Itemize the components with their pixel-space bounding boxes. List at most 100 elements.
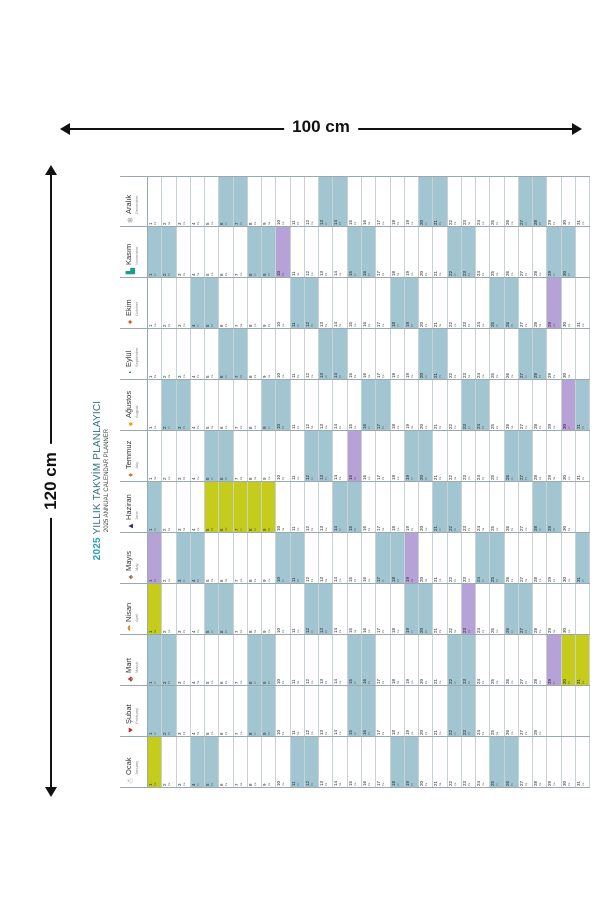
day-cell: 31 Ça	[575, 177, 590, 226]
day-cell: 3 Pa	[176, 635, 191, 685]
day-cell: 31 Ct	[575, 533, 590, 583]
day-cell: 3 Pe	[176, 584, 191, 634]
month-header: ▙ Kasım November	[120, 227, 148, 277]
day-cell: 23 Cu	[461, 533, 477, 583]
weekday-label: Ct	[367, 426, 371, 429]
weekday-label: Ct	[196, 324, 200, 327]
weekday-label: Pz	[168, 272, 172, 276]
day-cell: 23 Ça	[461, 584, 477, 634]
day-cell: 14 Ct	[333, 482, 348, 532]
day-cell: 26 Pa	[504, 533, 519, 583]
weekday-label: Cu	[239, 272, 243, 276]
weekday-label: Pe	[253, 578, 257, 582]
day-cell: 1 Pz	[148, 482, 163, 532]
weekday-label: Ct	[268, 426, 272, 429]
weekday-label: Pz	[168, 731, 172, 735]
day-cell: 6 Pe	[219, 635, 234, 685]
weekday-label: Pz	[325, 476, 329, 480]
weekday-label: Pe	[296, 221, 300, 225]
weekday-label: Pe	[567, 782, 571, 786]
day-cell: 8 Ct	[247, 635, 263, 685]
empty-day-cell	[561, 686, 576, 736]
weekday-label: Sa	[396, 272, 400, 276]
graduation-cap-icon: ▲	[126, 522, 135, 530]
day-cell: 11 Pe	[290, 177, 305, 226]
weekday-label: Pz	[211, 782, 215, 786]
day-cell: 30 Pe	[561, 737, 576, 787]
day-cell: 16 Pe	[361, 737, 377, 787]
day-cell: 17 Ça	[376, 329, 391, 379]
poster-header: 2025 YILLIK TAKVİM PLANLAYICI 2025 ANNUA…	[90, 173, 120, 788]
day-cell: 2 Pe	[162, 737, 177, 787]
weekday-label: Ça	[510, 272, 514, 276]
day-list: 1 Ct 2 Pz 3 Pa 4 Sa 5 Ça 6 Pe 7 Cu 8 Ct 9 Pz 10 Pa 11 Sa 12 Ça 1…	[148, 635, 590, 685]
day-cell: 28 Cu	[533, 635, 548, 685]
day-cell: 9 Pa	[262, 482, 277, 532]
day-cell: 14 Pz	[333, 177, 348, 226]
weekday-label: Pz	[539, 221, 543, 225]
weekday-label: Sa	[296, 680, 300, 684]
weekday-label: Ça	[410, 731, 414, 735]
day-cell: 1 Ct	[148, 686, 163, 736]
day-cell: 20 Pe	[419, 227, 434, 277]
weekday-label: Ct	[211, 477, 215, 480]
month-name: Haziran	[124, 494, 133, 520]
weekday-label: Sa	[553, 476, 557, 480]
day-list: 1 Sa 2 Ça 3 Pe 4 Cu 5 Ct 6 Pz 7 Pa 8 Sa 9 Ça 10 Pe 11 Cu 12 Ct 1…	[148, 584, 590, 634]
weekday-label: Ct	[353, 681, 357, 684]
weekday-label: Pa	[282, 680, 286, 684]
day-cell: 21 Ça	[433, 533, 448, 583]
day-cell: 28 Pa	[533, 584, 548, 634]
weekday-label: Pa	[439, 476, 443, 480]
month-name: Temmuz	[124, 440, 133, 469]
day-cell: 22 Ça	[447, 737, 462, 787]
day-cell: 13 Pe	[319, 227, 334, 277]
month-english-name: September	[134, 347, 139, 367]
weekday-label: Pz	[524, 629, 528, 633]
day-cell: 18 Pa	[390, 380, 405, 430]
day-cell: 18 Ct	[390, 278, 405, 328]
day-cell: 7 Pe	[233, 380, 248, 430]
weekday-label: Pe	[396, 374, 400, 378]
arrow-right-icon	[572, 123, 582, 135]
day-cell: 28 Ça	[533, 533, 548, 583]
day-cell: 24 Pa	[476, 635, 491, 685]
day-cell: 3 Pa	[176, 686, 191, 736]
day-cell: 24 Ça	[476, 177, 491, 226]
weekday-label: Cu	[339, 680, 343, 684]
weekday-label: Sa	[239, 323, 243, 327]
day-cell: 18 Pe	[390, 329, 405, 379]
month-column: ♥ Şubat February 1 Ct 2 Pz 3 Pa 4 Sa 5 Ça 6 Pe 7 Cu 8 Ct 9 P…	[120, 686, 590, 737]
month-column: ♦ Temmuz July 1 Sa 2 Ça 3 Pe 4 Cu 5 Ct 6 Pz 7 Pa 8 Sa 9 Ça 10…	[120, 431, 590, 482]
weekday-label: Sa	[539, 782, 543, 786]
day-cell: 14 Sa	[333, 278, 348, 328]
weekday-label: Cu	[567, 578, 571, 582]
day-cell: 27 Ct	[518, 329, 534, 379]
day-cell: 29 Ça	[547, 737, 562, 787]
day-cell: 26 Cu	[504, 177, 519, 226]
day-cell: 13 Pa	[319, 278, 334, 328]
month-column: ● Ağustos August 1 Cu 2 Ct 3 Pz 4 Pa 5 Sa 6 Ça 7 Pe 8 Cu 9 C…	[120, 380, 590, 431]
weekday-label: Pz	[510, 323, 514, 327]
day-cell: 10 Cu	[276, 737, 291, 787]
weekday-label: Pa	[567, 527, 571, 531]
poster-year: 2025	[92, 537, 103, 561]
weekday-label: Sa	[296, 731, 300, 735]
weekday-label: Pe	[182, 629, 186, 633]
weekday-label: Pe	[453, 578, 457, 582]
weekday-label: Pe	[282, 629, 286, 633]
weekday-label: Pe	[225, 731, 229, 735]
weekday-label: Ça	[196, 527, 200, 531]
weekday-label: Cu	[467, 578, 471, 582]
day-cell: 5 Sa	[205, 380, 220, 430]
day-cell: 15 Ct	[347, 227, 362, 277]
weekday-label: Pe	[482, 476, 486, 480]
weekday-label: Sa	[453, 476, 457, 480]
month-header: ✦ Ekim October	[120, 278, 148, 328]
weekday-label: Ça	[482, 374, 486, 378]
day-cell: 4 Cu	[190, 584, 206, 634]
day-cell: 26 Ça	[504, 686, 519, 736]
day-cell: 5 Pz	[205, 737, 220, 787]
weekday-label: Ct	[168, 426, 172, 429]
weekday-label: Ct	[410, 630, 414, 633]
